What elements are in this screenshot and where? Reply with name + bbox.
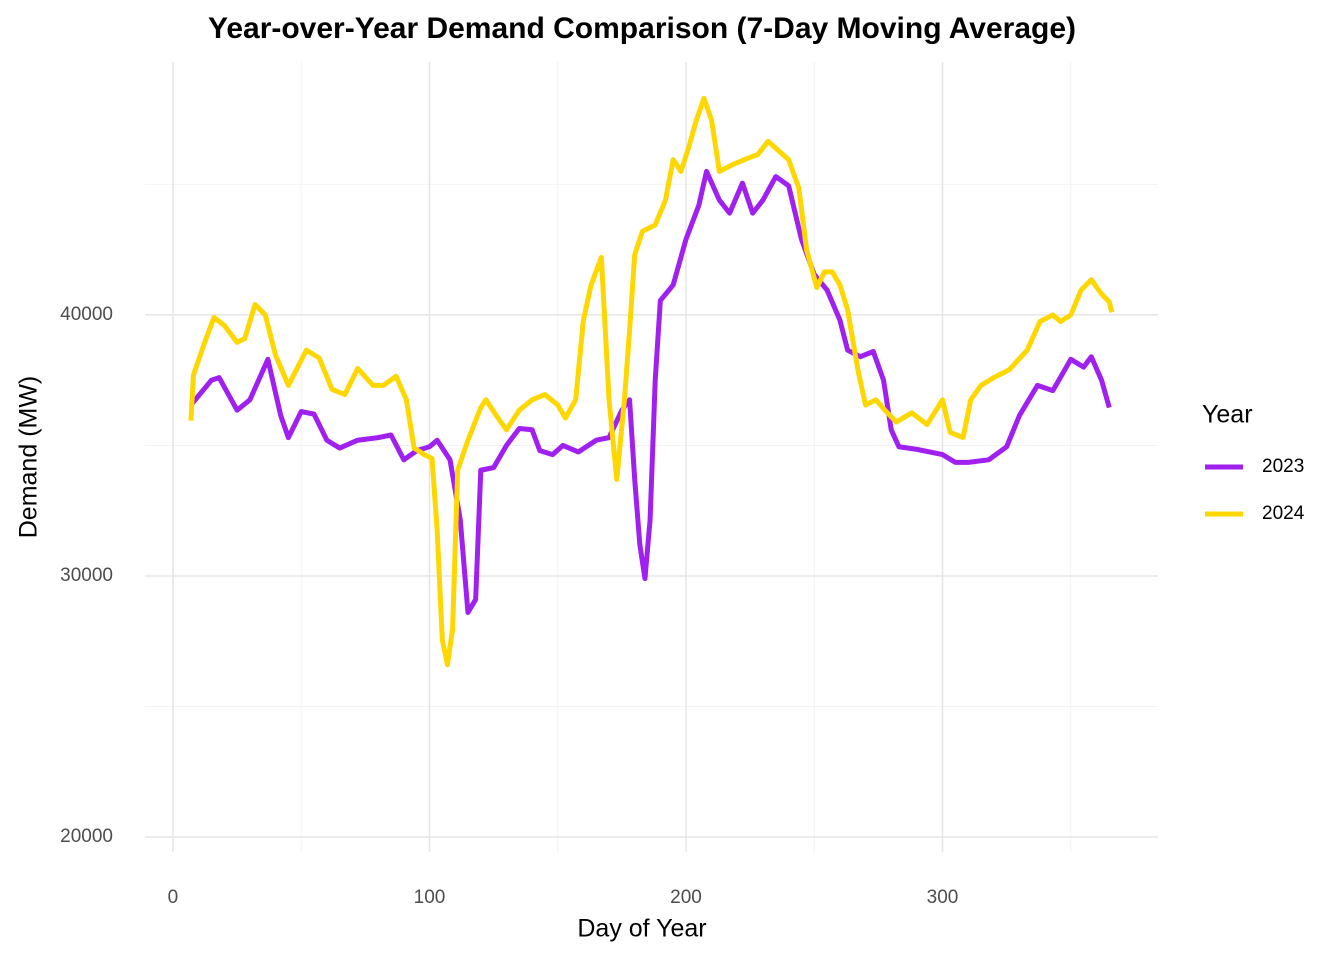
x-tick-label: 200 (670, 887, 702, 908)
y-tick-label: 40000 (60, 304, 113, 325)
line-series (188, 95, 1115, 668)
line-series (188, 168, 1112, 616)
y-tick-label: 20000 (60, 826, 113, 847)
x-tick-label: 300 (927, 887, 959, 908)
x-axis-title: Day of Year (577, 915, 706, 943)
y-tick-label: 30000 (60, 565, 113, 586)
y-axis-title: Demand (MW) (15, 376, 43, 539)
x-tick-label: 0 (168, 887, 179, 908)
legend-title: Year (1202, 401, 1253, 429)
legend-label: 2023 (1262, 456, 1304, 477)
legend-label: 2024 (1262, 503, 1305, 524)
chart-title: Year-over-Year Demand Comparison (7-Day … (208, 12, 1076, 45)
x-tick-label: 100 (414, 887, 446, 908)
